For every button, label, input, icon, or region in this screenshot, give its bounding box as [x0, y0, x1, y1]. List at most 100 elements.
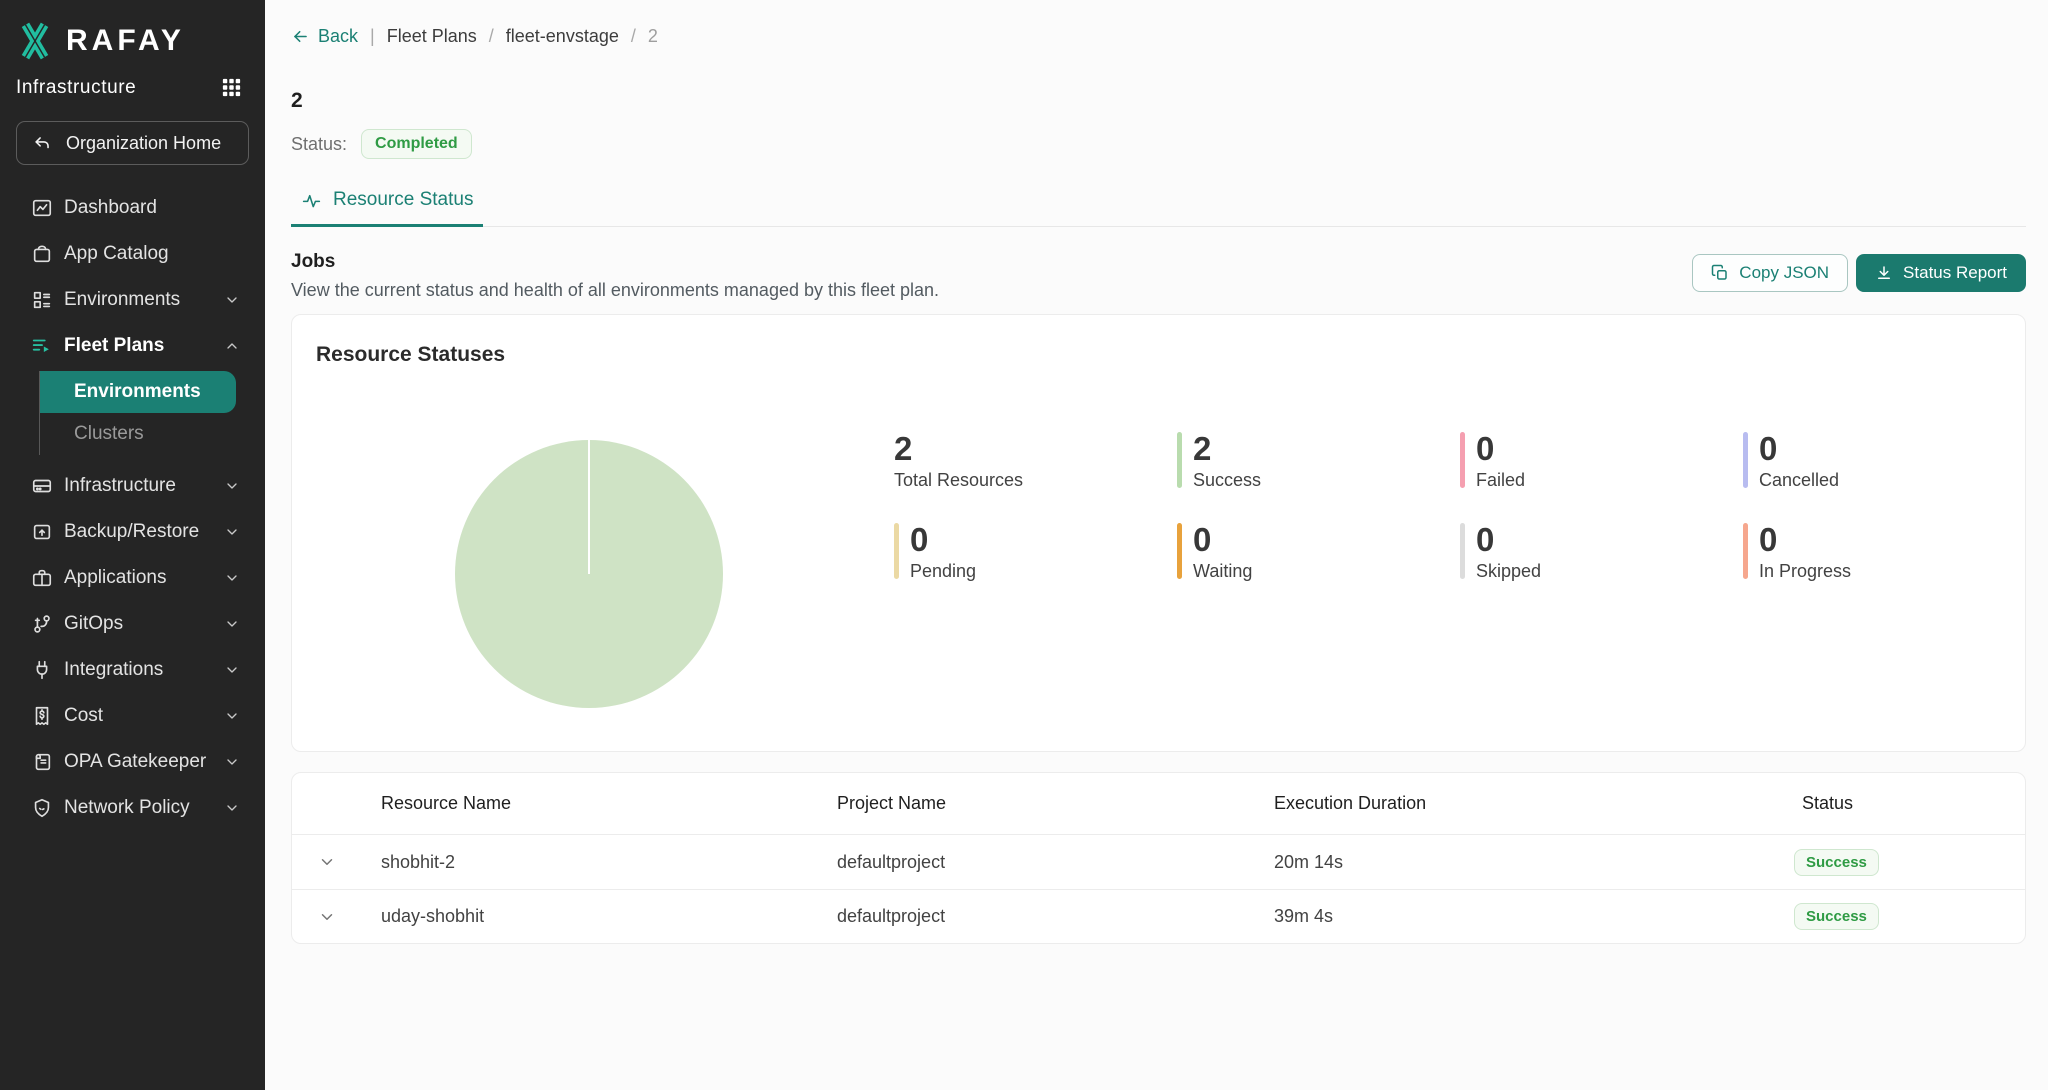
back-arrow-icon: [291, 27, 310, 46]
sidebar-item-environments[interactable]: Environments: [0, 277, 265, 323]
jobs-description: View the current status and health of al…: [291, 280, 940, 300]
sidebar-item-integrations[interactable]: Integrations: [0, 647, 265, 693]
table-row[interactable]: uday-shobhit defaultproject 39m 4s Succe…: [292, 889, 2025, 943]
stat-pending: 0 Pending: [894, 523, 1177, 614]
cell-execution-duration: 20m 14s: [1274, 851, 1344, 872]
chevron-down-icon: [224, 292, 240, 308]
sidebar-item-dashboard[interactable]: Dashboard: [0, 185, 265, 231]
main-content: Back | Fleet Plans / fleet-envstage / 2 …: [265, 0, 2048, 1090]
copy-json-label: Copy JSON: [1739, 263, 1830, 282]
sidebar-item-label: Applications: [64, 567, 167, 588]
cell-project-name: defaultproject: [837, 906, 946, 926]
page-title: 2: [291, 89, 303, 112]
status-row: Status: Completed: [291, 129, 2026, 159]
logo: RAFAY: [0, 0, 265, 62]
sidebar-item-label: OPA Gatekeeper: [64, 751, 207, 772]
stat-skipped: 0 Skipped: [1460, 523, 1743, 614]
sidebar-item-infrastructure[interactable]: Infrastructure: [0, 463, 265, 509]
status-report-label: Status Report: [1903, 263, 2007, 282]
stat-bar-in-progress: [1743, 523, 1748, 579]
backup-restore-icon: [31, 521, 53, 543]
stat-bar-cancelled: [1743, 432, 1748, 488]
chevron-up-icon: [224, 338, 240, 354]
stat-waiting: 0 Waiting: [1177, 523, 1460, 614]
apps-grid-icon[interactable]: [220, 76, 243, 99]
sidebar-item-label: GitOps: [64, 613, 124, 634]
stat-failed: 0 Failed: [1460, 432, 1743, 523]
sidebar-item-label: Infrastructure: [64, 475, 176, 496]
sidebar-item-applications[interactable]: Applications: [0, 555, 265, 601]
sidebar-item-label: Integrations: [64, 659, 164, 680]
col-execution-duration: Execution Duration: [1274, 793, 1427, 813]
resource-statuses-title: Resource Statuses: [316, 343, 506, 366]
sidebar-item-opa-gatekeeper[interactable]: OPA Gatekeeper: [0, 739, 265, 785]
chevron-down-icon: [224, 708, 240, 724]
jobs-title: Jobs: [291, 251, 336, 272]
row-status-badge: Success: [1794, 848, 1879, 876]
cell-resource-name: shobhit-2: [381, 851, 456, 872]
stat-bar-success: [1177, 432, 1182, 488]
logo-text: RAFAY: [66, 24, 185, 57]
breadcrumb-current: 2: [647, 26, 658, 46]
applications-icon: [31, 567, 53, 589]
tab-resource-status[interactable]: Resource Status: [291, 181, 484, 227]
dashboard-icon: [31, 197, 53, 219]
pulse-icon: [301, 190, 322, 211]
table-row[interactable]: shobhit-2 defaultproject 20m 14s Success: [292, 835, 2025, 889]
stats-grid: 2 Total Resources 2 Success 0 Failed 0 C…: [894, 432, 2026, 614]
sidebar-item-label: Network Policy: [64, 797, 190, 818]
organization-home-button[interactable]: Organization Home: [16, 121, 249, 165]
status-report-button[interactable]: Status Report: [1856, 254, 2026, 292]
sidebar-item-fleet-plans[interactable]: Fleet Plans: [0, 323, 265, 369]
resource-statuses-card: Resource Statuses 2 Total Resources 2 Su…: [291, 314, 2026, 752]
breadcrumb-fleet-envstage[interactable]: fleet-envstage: [505, 26, 619, 46]
chevron-down-icon: [224, 754, 240, 770]
sidebar-item-cost[interactable]: Cost: [0, 693, 265, 739]
stat-bar-failed: [1460, 432, 1465, 488]
sidebar-subitem-clusters[interactable]: Clusters: [74, 423, 144, 444]
copy-icon: [1711, 264, 1729, 282]
sidebar-item-network-policy[interactable]: Network Policy: [0, 785, 265, 831]
jobs-header: Jobs View the current status and health …: [291, 251, 2026, 301]
table-header: Resource Name Project Name Execution Dur…: [292, 773, 2025, 835]
sidebar-subitem-environments[interactable]: Environments: [40, 371, 236, 413]
sidebar-item-gitops[interactable]: GitOps: [0, 601, 265, 647]
integrations-icon: [31, 659, 53, 681]
sidebar-item-backup-restore[interactable]: Backup/Restore: [0, 509, 265, 555]
row-expand-chevron-icon[interactable]: [292, 853, 381, 871]
resource-status-pie-chart: [449, 434, 729, 714]
stat-in-progress: 0 In Progress: [1743, 523, 2026, 614]
sidebar-item-app-catalog[interactable]: App Catalog: [0, 231, 265, 277]
tabbar: Resource Status: [291, 181, 2026, 227]
cost-icon: [31, 705, 53, 727]
back-label: Back: [318, 26, 359, 46]
col-project-name: Project Name: [837, 793, 947, 813]
tab-label: Resource Status: [333, 189, 474, 210]
sidebar-item-label: Fleet Plans: [64, 335, 165, 356]
sidebar-item-label: Cost: [64, 705, 104, 726]
breadcrumb-separator: /: [630, 26, 636, 46]
chevron-down-icon: [224, 524, 240, 540]
gitops-icon: [31, 613, 53, 635]
breadcrumb-fleet-plans[interactable]: Fleet Plans: [386, 26, 477, 46]
chevron-down-icon: [224, 570, 240, 586]
copy-json-button[interactable]: Copy JSON: [1692, 254, 1849, 292]
product-label: Infrastructure: [16, 76, 137, 98]
stat-total-resources: 2 Total Resources: [894, 430, 1024, 490]
cell-resource-name: uday-shobhit: [381, 906, 485, 926]
chevron-down-icon: [224, 478, 240, 494]
stat-bar-pending: [894, 523, 899, 579]
chevron-down-icon: [224, 662, 240, 678]
col-status: Status: [1802, 793, 1854, 813]
sidebar-nav: Dashboard App Catalog Environments Fleet…: [0, 185, 265, 831]
back-link[interactable]: Back: [291, 26, 358, 47]
app-catalog-icon: [31, 243, 53, 265]
row-expand-chevron-icon[interactable]: [292, 908, 381, 926]
fleet-plans-submenu: Environments Clusters: [39, 371, 265, 455]
stat-bar-skipped: [1460, 523, 1465, 579]
download-icon: [1875, 264, 1893, 282]
rafay-logo-icon: [14, 20, 56, 62]
breadcrumb-separator: /: [488, 26, 494, 46]
breadcrumb-pipe: |: [370, 26, 375, 46]
organization-home-label: Organization Home: [66, 132, 222, 153]
